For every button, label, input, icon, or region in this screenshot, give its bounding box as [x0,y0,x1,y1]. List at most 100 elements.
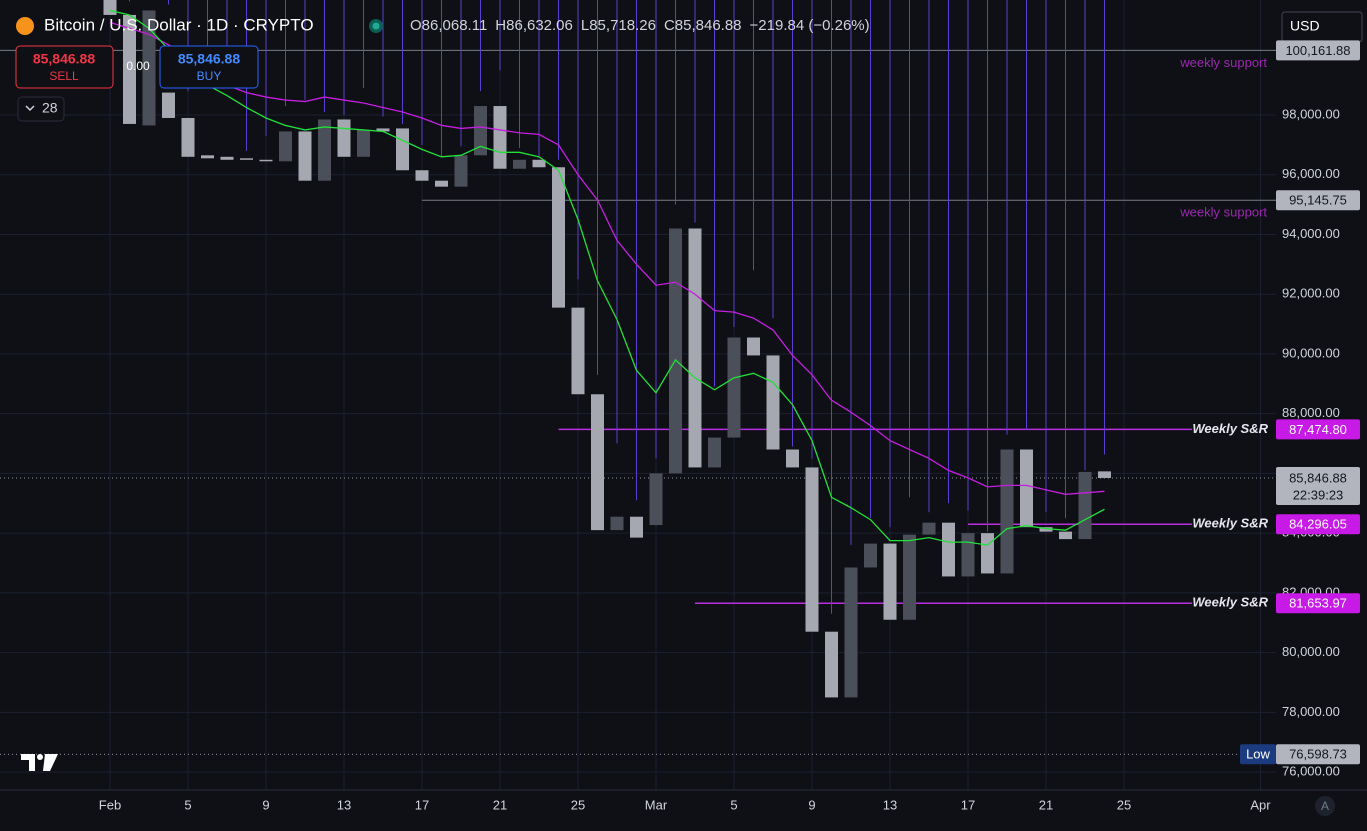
y-tick-label: 76,000.00 [1282,764,1340,779]
x-tick-label: 5 [730,797,737,812]
axes: 76,000.0078,000.0080,000.0082,000.0084,0… [99,106,1340,812]
candle-body [435,180,448,187]
sr-price-tag: 84,296.05 [1289,517,1347,532]
plot-area [0,0,1276,755]
candle-body [532,159,546,168]
candle-body [357,129,370,157]
low-label: Low [1246,747,1270,762]
candle-body [142,10,156,126]
candle-body [279,131,292,162]
buy-button[interactable]: 85,846.88 BUY [159,45,259,89]
support-label: weekly support [1179,55,1267,70]
x-tick-label: 25 [1117,797,1131,812]
logo-part [21,754,35,771]
buy-box[interactable] [159,45,259,89]
support-price-tag: 95,145.75 [1289,193,1347,208]
candle-body [688,228,702,468]
candle-body [513,159,526,169]
x-tick-label: 17 [961,797,975,812]
candle-body [961,533,975,577]
x-tick-label: 21 [1039,797,1053,812]
indicators-toggle[interactable]: 28 [17,96,65,122]
x-tick-label: 13 [883,797,897,812]
candle-body [1020,449,1033,528]
x-tick-label: Apr [1250,797,1271,812]
candle-body [259,159,273,162]
price-axis [1276,0,1367,790]
current-price-tag-bg [1276,466,1360,505]
candle-body [298,131,312,181]
sr-price-tag-bg [1276,514,1360,535]
candle-body [747,337,760,356]
candle-body [318,119,331,181]
chevron-icon [25,105,35,112]
candle-body [766,355,780,450]
close-value: C85,846.88 [664,17,742,34]
candle-body [825,631,838,698]
candle-body [240,158,253,160]
sr-label: Weekly S&R [1192,595,1268,610]
spread: 0.00 [126,59,150,73]
support-label: weekly support [1179,205,1267,220]
low-label-bg [1240,744,1276,765]
sell-box[interactable] [15,45,114,89]
sell-label: SELL [49,69,79,83]
y-tick-label: 94,000.00 [1282,226,1340,241]
y-tick-label: 78,000.00 [1282,704,1340,719]
symbol-title[interactable]: Bitcoin / U.S. Dollar · 1D · CRYPTO [44,15,314,34]
sell-price: 85,846.88 [33,51,95,67]
moving-average-line [109,21,1105,495]
candle-body [1078,471,1092,540]
x-tick-label: 21 [493,797,507,812]
countdown: 22:39:23 [1293,487,1344,502]
indicators-count: 28 [42,100,58,116]
auto-scale-label: A [1321,799,1329,813]
candle-body [903,534,916,620]
logo-part [43,754,58,771]
candle-body [727,337,741,438]
buy-label: BUY [197,69,222,83]
logo-part [37,754,43,760]
candle-body [708,437,721,468]
candle-body [630,516,643,538]
sr-price-tag-bg [1276,419,1360,440]
candle-body [201,155,214,159]
support-price-tag: 100,161.88 [1285,43,1350,58]
currency-select[interactable]: USD [1281,11,1363,43]
sell-button[interactable]: 85,846.88 SELL [15,45,114,89]
sr-price-tag: 81,653.97 [1289,596,1347,611]
candle-body [1059,531,1072,540]
candle-body [610,516,624,531]
sr-price-tag-bg [1276,593,1360,614]
candle-body [649,473,663,526]
auto-scale[interactable]: A [1315,796,1335,816]
symbol-logo[interactable] [16,17,34,35]
support-price-tag-bg [1276,190,1360,211]
x-tick-label: 13 [337,797,351,812]
market-status-dot [372,22,380,30]
x-tick-label: 25 [571,797,585,812]
indicators-box[interactable] [17,96,65,122]
candle-body [396,128,409,171]
candle-body [805,467,819,632]
current-price-tag: 85,846.88 [1289,470,1347,485]
candle-body [669,228,682,474]
sr-price-tag: 87,474.80 [1289,422,1347,437]
x-tick-label: Mar [645,797,668,812]
tradingview-logo[interactable] [21,754,58,771]
candle-body [844,567,858,698]
support-price-tag-bg [1276,40,1360,61]
candle-body [220,156,234,160]
low-price-tag-bg [1276,744,1360,765]
low-price-tag: 76,598.73 [1289,747,1347,762]
candle-body [376,128,390,132]
candle-body [474,106,487,156]
y-tick-label: 88,000.00 [1282,405,1340,420]
candle-body [1039,527,1053,532]
x-tick-label: 9 [808,797,815,812]
auto-scale-button[interactable] [1315,796,1335,816]
x-tick-label: Feb [99,797,121,812]
open-value: O86,068.11 [410,17,487,34]
